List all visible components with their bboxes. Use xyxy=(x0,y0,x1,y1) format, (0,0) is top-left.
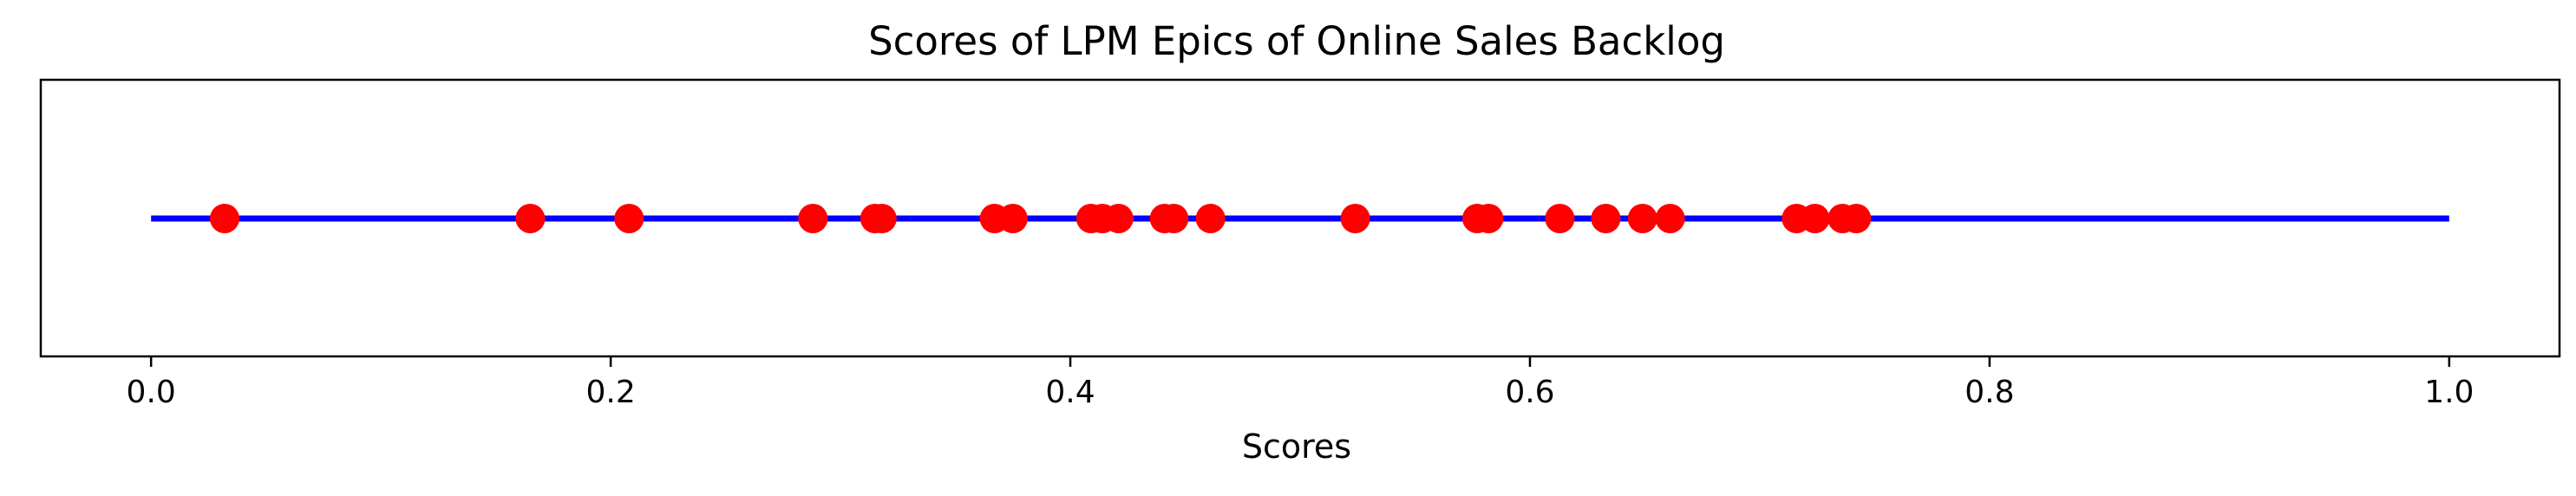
chart-title: Scores of LPM Epics of Online Sales Back… xyxy=(868,18,1725,64)
data-point-7 xyxy=(997,204,1028,233)
data-point-13 xyxy=(1195,204,1226,233)
data-point-22 xyxy=(1800,204,1830,233)
data-point-12 xyxy=(1159,204,1189,233)
data-point-2 xyxy=(614,204,644,233)
data-point-20 xyxy=(1655,204,1685,233)
x-tick-label-5: 1.0 xyxy=(2424,375,2474,410)
x-tick-label-0: 0.0 xyxy=(127,375,176,410)
x-tick-label-4: 0.8 xyxy=(1965,375,2014,410)
data-point-1 xyxy=(515,204,546,233)
x-tick-label-3: 0.6 xyxy=(1505,375,1554,410)
data-point-0 xyxy=(209,204,239,233)
data-point-16 xyxy=(1474,204,1504,233)
x-tick-label-2: 0.4 xyxy=(1045,375,1095,410)
data-point-14 xyxy=(1340,204,1370,233)
data-point-10 xyxy=(1103,204,1134,233)
data-points-layer xyxy=(209,204,1872,233)
data-point-24 xyxy=(1841,204,1872,233)
x-axis-ticks: 0.0 0.2 0.4 0.6 0.8 1.0 xyxy=(127,356,2474,410)
plot-area xyxy=(39,78,2561,358)
data-point-5 xyxy=(866,204,897,233)
data-point-3 xyxy=(798,204,828,233)
data-point-19 xyxy=(1627,204,1657,233)
data-point-17 xyxy=(1545,204,1575,233)
data-point-18 xyxy=(1591,204,1621,233)
x-tick-label-1: 0.2 xyxy=(585,375,635,410)
x-axis-label: Scores xyxy=(1242,427,1351,466)
